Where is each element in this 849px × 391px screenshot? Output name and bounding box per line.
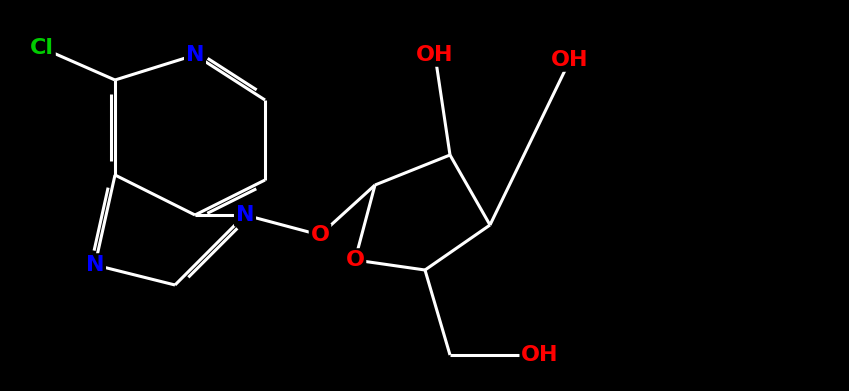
Text: O: O [346,250,364,270]
Text: OH: OH [416,45,453,65]
Text: N: N [86,255,104,275]
Text: N: N [236,205,254,225]
Text: N: N [186,45,205,65]
Text: O: O [311,225,329,245]
Text: Cl: Cl [30,38,54,58]
Text: OH: OH [551,50,588,70]
Text: OH: OH [521,345,559,365]
